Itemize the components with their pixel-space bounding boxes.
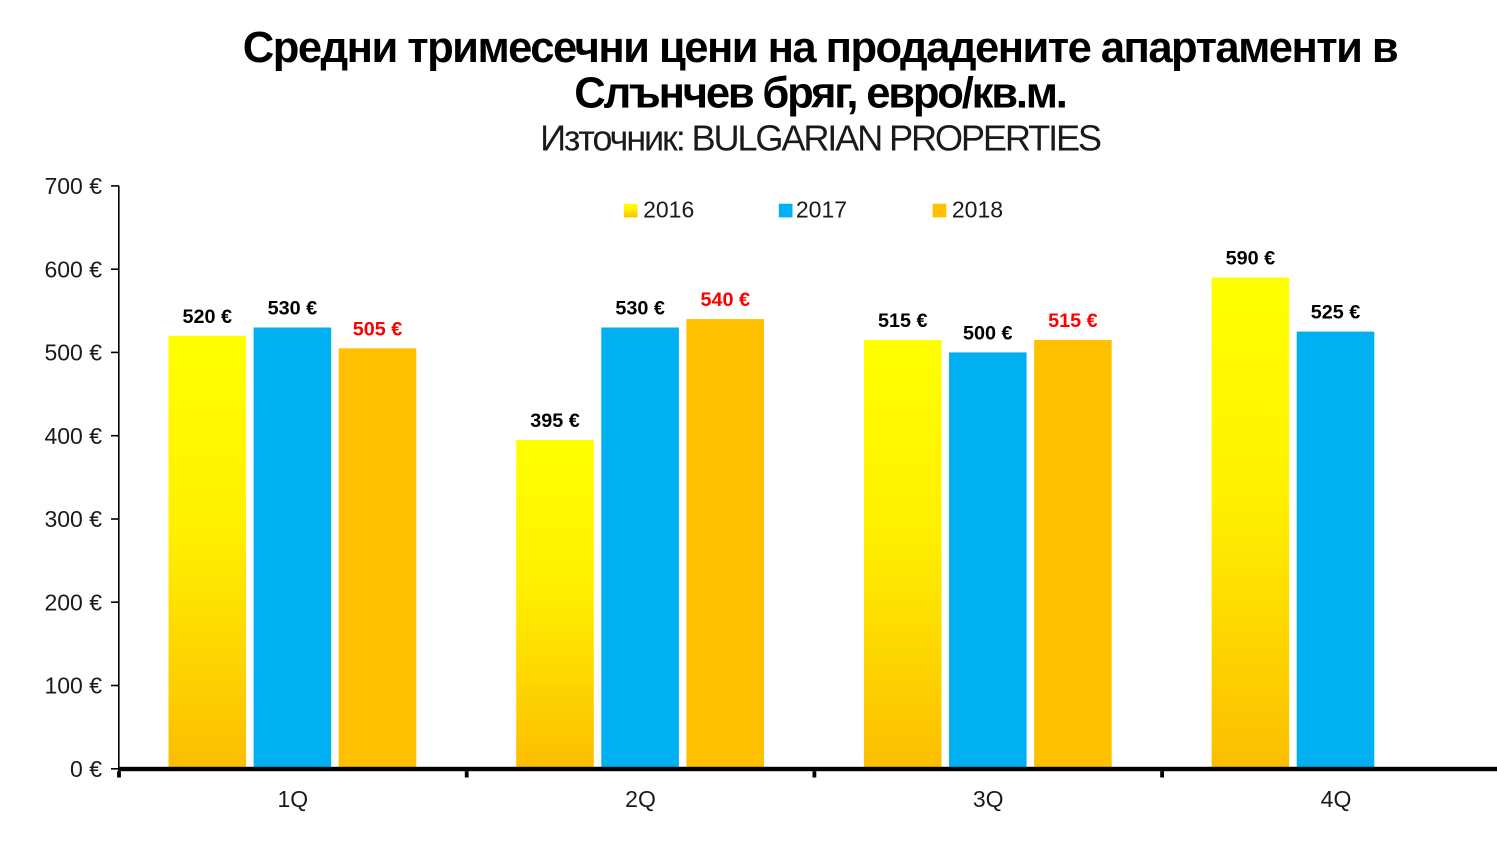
svg-text:600 €: 600 € bbox=[44, 256, 102, 282]
svg-text:2018: 2018 bbox=[952, 197, 1003, 223]
svg-text:100 €: 100 € bbox=[44, 673, 102, 699]
svg-text:520 €: 520 € bbox=[183, 306, 233, 328]
svg-text:590 €: 590 € bbox=[1226, 248, 1276, 270]
svg-text:300 €: 300 € bbox=[44, 506, 102, 532]
svg-text:0 €: 0 € bbox=[70, 756, 102, 782]
svg-text:515 €: 515 € bbox=[878, 310, 928, 332]
svg-text:540 €: 540 € bbox=[700, 289, 750, 311]
svg-text:Източник: BULGARIAN PROPERTIES: Източник: BULGARIAN PROPERTIES bbox=[540, 118, 1101, 159]
svg-text:400 €: 400 € bbox=[44, 423, 102, 449]
svg-text:500 €: 500 € bbox=[44, 340, 102, 366]
svg-text:700 €: 700 € bbox=[44, 173, 102, 199]
svg-text:1Q: 1Q bbox=[277, 786, 308, 812]
svg-text:2016: 2016 bbox=[643, 197, 694, 223]
svg-text:530 €: 530 € bbox=[268, 298, 318, 320]
svg-text:2017: 2017 bbox=[796, 197, 847, 223]
svg-text:500 €: 500 € bbox=[963, 322, 1013, 344]
svg-text:3Q: 3Q bbox=[973, 786, 1004, 812]
svg-text:515 €: 515 € bbox=[1048, 310, 1098, 332]
svg-text:Средни тримесечни цени на прод: Средни тримесечни цени на продадените ап… bbox=[243, 24, 1398, 72]
svg-text:505 €: 505 € bbox=[353, 318, 403, 340]
svg-text:530 €: 530 € bbox=[615, 298, 665, 320]
svg-text:200 €: 200 € bbox=[44, 589, 102, 615]
svg-text:2Q: 2Q bbox=[625, 786, 656, 812]
svg-text:395 €: 395 € bbox=[530, 410, 580, 432]
svg-text:4Q: 4Q bbox=[1321, 786, 1352, 812]
svg-text:Слънчев бряг, евро/кв.м.: Слънчев бряг, евро/кв.м. bbox=[574, 69, 1066, 117]
svg-text:525 €: 525 € bbox=[1311, 302, 1361, 324]
